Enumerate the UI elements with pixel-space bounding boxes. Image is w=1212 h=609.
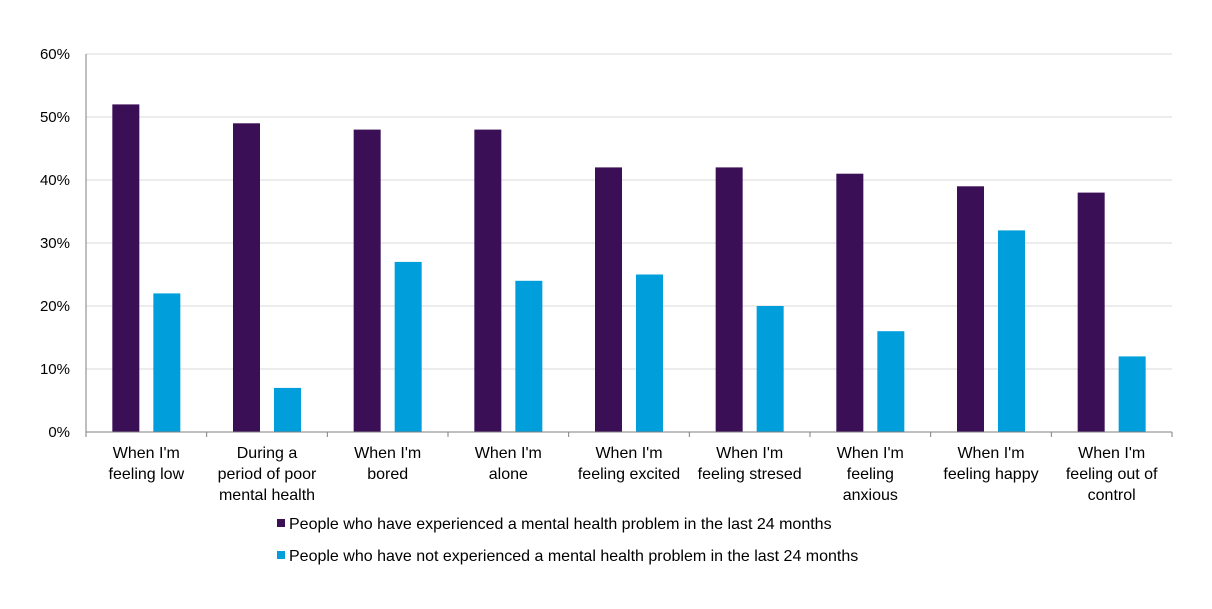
y-tick-label: 10% bbox=[40, 361, 70, 378]
y-tick-label: 0% bbox=[48, 424, 70, 441]
y-tick-label: 40% bbox=[40, 172, 70, 189]
bar-series-1 bbox=[836, 173, 864, 432]
x-category-label: When I'm feeling out of control bbox=[1066, 445, 1158, 504]
bar-series-1 bbox=[233, 123, 260, 433]
gridlines bbox=[86, 53, 1172, 370]
x-category-label: When I'm feeling low bbox=[109, 445, 185, 483]
x-category-label: When I'm feeling happy bbox=[943, 445, 1038, 483]
legend-label: People who have not experienced a mental… bbox=[289, 548, 858, 565]
x-category-label: When I'm feeling excited bbox=[578, 445, 680, 483]
x-axis: When I'm feeling low During a period of poo… bbox=[85, 431, 1173, 504]
x-category-label: When I'm feeling anxious bbox=[837, 445, 904, 504]
y-tick-label: 30% bbox=[40, 235, 70, 252]
x-category-label: When I'm alone bbox=[475, 445, 542, 483]
bar-series-2 bbox=[756, 306, 784, 432]
legend: People who have experienced a mental hea… bbox=[277, 516, 858, 565]
y-tick-label: 60% bbox=[40, 46, 70, 63]
y-axis: 0% 10% 20% 30% 40% 50% 60% bbox=[40, 46, 87, 441]
y-tick-label: 20% bbox=[40, 298, 70, 315]
bar-series-2 bbox=[394, 261, 422, 432]
x-category-label: When I'm bored bbox=[354, 445, 421, 483]
bar-series-2 bbox=[877, 331, 905, 432]
bar-series-2 bbox=[274, 387, 301, 432]
x-category-label: During a period of poor mental health bbox=[218, 445, 317, 504]
bar-series-1 bbox=[1077, 192, 1105, 432]
bar-series-1 bbox=[112, 104, 140, 433]
bar-series-1 bbox=[595, 167, 622, 432]
x-category-label: When I'm feeling stresed bbox=[698, 445, 802, 483]
bar-series-1 bbox=[474, 129, 502, 432]
bar-series-1 bbox=[715, 167, 743, 432]
bar-series-2 bbox=[998, 230, 1025, 432]
legend-swatch bbox=[277, 519, 285, 527]
bar-series-1 bbox=[957, 186, 984, 432]
bar-series-2 bbox=[1118, 356, 1146, 432]
bar-series-1 bbox=[353, 129, 381, 432]
bar-series-2 bbox=[515, 280, 543, 432]
bar-series-2 bbox=[153, 293, 181, 432]
bar-series-2 bbox=[636, 274, 663, 432]
legend-label: People who have experienced a mental hea… bbox=[289, 516, 832, 533]
bars bbox=[112, 104, 1146, 433]
legend-swatch bbox=[277, 551, 285, 559]
y-tick-label: 50% bbox=[40, 109, 70, 126]
